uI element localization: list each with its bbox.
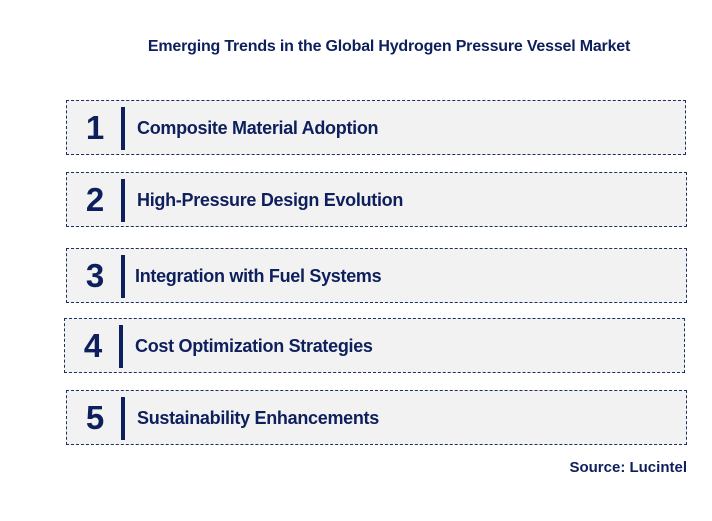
trend-number: 5 (85, 399, 105, 436)
trend-label: Composite Material Adoption (137, 118, 379, 138)
trend-number: 1 (85, 109, 105, 146)
trend-number: 4 (83, 327, 103, 364)
trend-item-4: 4 Cost Optimization Strategies (64, 318, 685, 373)
diagram-title: Emerging Trends in the Global Hydrogen P… (147, 38, 631, 55)
trend-item-3: 3 Integration with Fuel Systems (66, 248, 687, 303)
trend-label: Cost Optimization Strategies (135, 336, 373, 356)
trend-item-2: 2 High-Pressure Design Evolution (66, 172, 687, 227)
divider-bar (121, 107, 125, 150)
divider-bar (119, 325, 123, 368)
trend-item-1: 1 Composite Material Adoption (66, 100, 686, 155)
trend-label: Integration with Fuel Systems (135, 266, 382, 286)
trend-number: 2 (85, 181, 105, 218)
divider-bar (121, 397, 125, 440)
divider-bar (121, 179, 125, 222)
trend-label: Sustainability Enhancements (137, 408, 379, 428)
source-credit: Source: Lucintel (569, 459, 687, 476)
trend-item-5: 5 Sustainability Enhancements (66, 390, 687, 445)
trend-number: 3 (85, 257, 105, 294)
divider-bar (121, 255, 125, 298)
trend-label: High-Pressure Design Evolution (137, 190, 404, 210)
